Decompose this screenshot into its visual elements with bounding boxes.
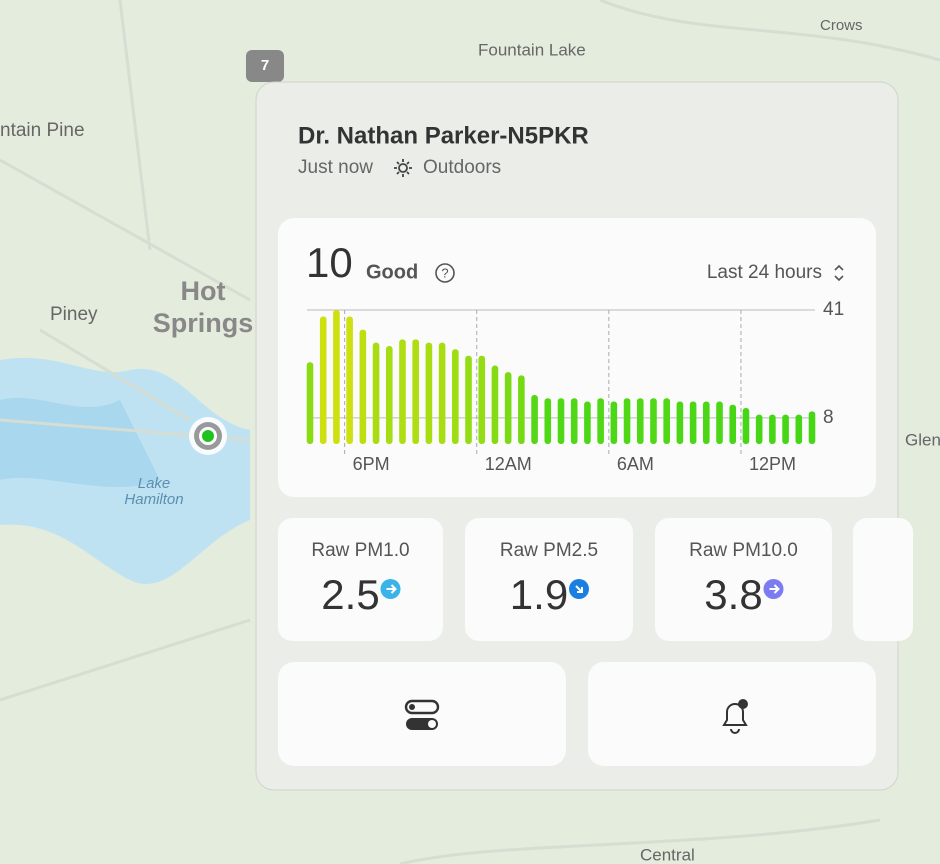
metric-name: Raw PM2.5 bbox=[500, 540, 598, 561]
bar bbox=[372, 342, 380, 444]
map-label: Fountain Lake bbox=[478, 40, 586, 59]
bar bbox=[399, 339, 406, 444]
bar bbox=[623, 398, 631, 444]
metric-value: 1.9 bbox=[510, 571, 568, 618]
map-label: ntain Pine bbox=[0, 120, 85, 141]
bar bbox=[782, 414, 789, 444]
bar bbox=[452, 349, 459, 444]
bar bbox=[742, 408, 750, 444]
trend-arrow bbox=[769, 584, 780, 594]
x-tick-label: 12PM bbox=[749, 454, 796, 474]
bar bbox=[795, 414, 803, 444]
trend-arrow bbox=[386, 584, 397, 594]
location-pin[interactable] bbox=[189, 417, 227, 455]
bar bbox=[636, 398, 644, 444]
map-label: Piney bbox=[50, 304, 98, 325]
sun-icon bbox=[394, 159, 412, 177]
metric-value: 3.8 bbox=[704, 571, 762, 618]
trend-arrow bbox=[575, 585, 583, 593]
x-tick-label: 12AM bbox=[485, 454, 532, 474]
metric-name: Raw PM10.0 bbox=[689, 540, 798, 561]
map-label: Hot bbox=[181, 276, 226, 306]
bar bbox=[504, 372, 512, 444]
bar bbox=[716, 401, 723, 444]
bar bbox=[306, 362, 314, 444]
bar bbox=[689, 401, 697, 444]
bar bbox=[676, 401, 684, 444]
metric-card bbox=[655, 518, 832, 641]
range-selector[interactable]: Last 24 hours bbox=[707, 262, 822, 283]
x-tick-label: 6AM bbox=[617, 454, 654, 474]
sensor-title: Dr. Nathan Parker-N5PKR bbox=[298, 122, 589, 149]
route-shield bbox=[246, 50, 284, 82]
metric-card bbox=[465, 518, 633, 641]
bar bbox=[755, 414, 763, 444]
chart: 8 41 6PM 12AM 6AM 12PM bbox=[306, 299, 844, 474]
bar bbox=[570, 398, 578, 444]
bar bbox=[385, 345, 393, 444]
setting: Outdoors bbox=[423, 157, 501, 178]
bar bbox=[703, 401, 710, 444]
route-number: 7 bbox=[261, 57, 269, 74]
bar bbox=[359, 329, 367, 444]
metric-name: Raw PM1.0 bbox=[311, 540, 409, 561]
bar bbox=[769, 414, 776, 444]
bar bbox=[650, 398, 657, 444]
range-chevron[interactable] bbox=[834, 264, 844, 282]
bar bbox=[663, 398, 670, 444]
bar bbox=[478, 355, 486, 444]
bar bbox=[808, 411, 816, 444]
metric-card bbox=[278, 518, 443, 641]
map-label: Hamilton bbox=[124, 491, 183, 508]
map-label: Lake bbox=[138, 475, 171, 492]
bar bbox=[610, 401, 618, 444]
bar bbox=[597, 398, 604, 444]
y-tick-label: 41 bbox=[823, 299, 844, 320]
bar bbox=[346, 316, 353, 444]
aqi-label: Good bbox=[366, 261, 418, 283]
card: Dr. Nathan Parker-N5PKR Just now Outdoor… bbox=[255, 81, 913, 791]
metric-value: 2.5 bbox=[321, 571, 379, 618]
bar bbox=[518, 375, 525, 444]
update-time: Just now bbox=[298, 157, 373, 178]
bar bbox=[531, 394, 538, 444]
bar bbox=[412, 339, 419, 444]
map-label: Springs bbox=[153, 308, 254, 338]
y-tick-label: 8 bbox=[823, 407, 834, 428]
bar bbox=[491, 365, 499, 444]
alerts-button[interactable] bbox=[588, 662, 876, 766]
bar bbox=[465, 355, 472, 444]
bar bbox=[319, 316, 327, 444]
metric-card-partial bbox=[853, 518, 913, 641]
map-label: Central bbox=[640, 845, 695, 864]
bar bbox=[544, 398, 552, 444]
aqi-value: 10 bbox=[306, 239, 353, 286]
bar bbox=[557, 398, 565, 444]
svg-text:?: ? bbox=[441, 265, 448, 280]
x-tick-label: 6PM bbox=[353, 454, 390, 474]
metrics: Raw PM1.0 2.5 Raw PM2.5 1.9 Raw PM10.0 3.8 bbox=[278, 518, 832, 641]
bar bbox=[729, 404, 737, 444]
toggle-icon bbox=[404, 699, 440, 730]
help-icon[interactable]: ? bbox=[435, 263, 455, 283]
bar bbox=[425, 342, 433, 444]
bar bbox=[333, 310, 340, 444]
bar bbox=[584, 401, 591, 444]
map-label: Crows bbox=[820, 17, 863, 34]
bar bbox=[438, 342, 446, 444]
bell-icon bbox=[722, 699, 748, 734]
map-label: Glen bbox=[905, 430, 940, 449]
